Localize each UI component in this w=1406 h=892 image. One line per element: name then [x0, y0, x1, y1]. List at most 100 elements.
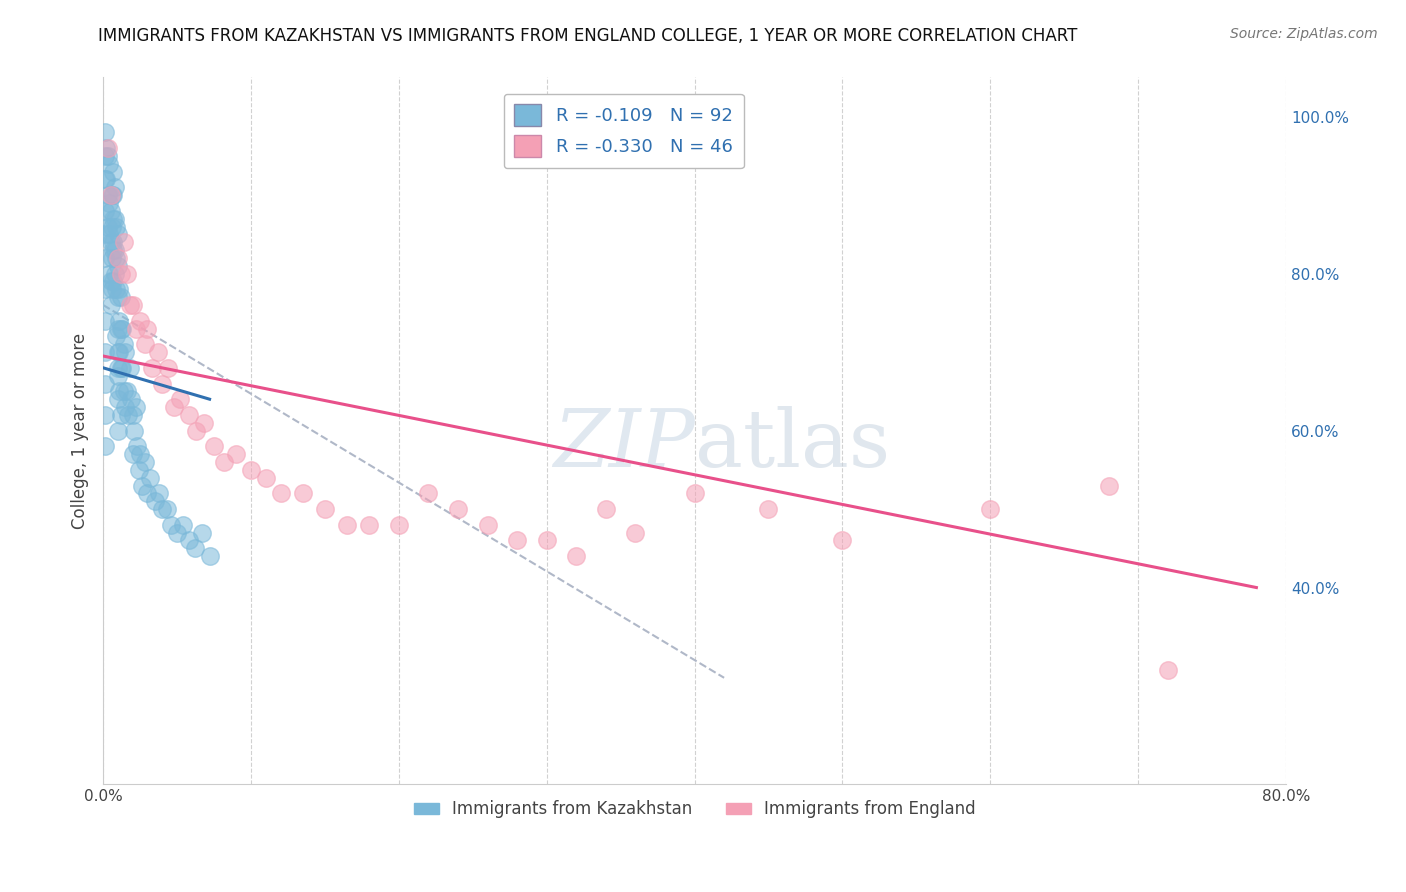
Point — [198, 549, 221, 563]
Point — [94, 141, 117, 155]
Point — [359, 517, 381, 532]
Point — [101, 219, 124, 234]
Point — [98, 227, 121, 242]
Y-axis label: College, 1 year or more: College, 1 year or more — [72, 333, 89, 529]
Point — [114, 345, 136, 359]
Point — [127, 439, 149, 453]
Point — [110, 321, 132, 335]
Point — [111, 360, 134, 375]
Text: IMMIGRANTS FROM KAZAKHSTAN VS IMMIGRANTS FROM ENGLAND COLLEGE, 1 YEAR OR MORE CO: IMMIGRANTS FROM KAZAKHSTAN VS IMMIGRANTS… — [98, 27, 1078, 45]
Point — [98, 157, 121, 171]
Point — [112, 337, 135, 351]
Point — [270, 486, 292, 500]
Point — [104, 180, 127, 194]
Point — [314, 502, 336, 516]
Point — [128, 463, 150, 477]
Point — [129, 314, 152, 328]
Point — [139, 471, 162, 485]
Point — [93, 408, 115, 422]
Point — [388, 517, 411, 532]
Text: Source: ZipAtlas.com: Source: ZipAtlas.com — [1230, 27, 1378, 41]
Point — [291, 486, 314, 500]
Point — [107, 290, 129, 304]
Point — [108, 282, 131, 296]
Point — [148, 486, 170, 500]
Point — [536, 533, 558, 548]
Point — [120, 392, 142, 407]
Point — [105, 219, 128, 234]
Point — [107, 360, 129, 375]
Point — [103, 243, 125, 257]
Point — [101, 282, 124, 296]
Point — [103, 275, 125, 289]
Point — [979, 502, 1001, 516]
Point — [134, 455, 156, 469]
Point — [100, 203, 122, 218]
Point — [121, 408, 143, 422]
Point — [1156, 663, 1178, 677]
Point — [103, 235, 125, 250]
Point — [177, 408, 200, 422]
Point — [110, 267, 132, 281]
Point — [98, 267, 121, 281]
Point — [93, 251, 115, 265]
Point — [105, 329, 128, 343]
Point — [105, 251, 128, 265]
Point — [107, 321, 129, 335]
Point — [108, 384, 131, 399]
Point — [111, 321, 134, 335]
Point — [447, 502, 470, 516]
Point — [107, 259, 129, 273]
Point — [163, 400, 186, 414]
Point — [565, 549, 588, 563]
Point — [115, 384, 138, 399]
Point — [157, 360, 180, 375]
Point — [100, 235, 122, 250]
Point — [100, 298, 122, 312]
Point — [254, 471, 277, 485]
Point — [94, 172, 117, 186]
Point — [136, 486, 159, 500]
Point — [134, 337, 156, 351]
Point — [101, 188, 124, 202]
Point — [93, 376, 115, 391]
Point — [107, 392, 129, 407]
Point — [107, 251, 129, 265]
Point — [108, 314, 131, 328]
Point — [107, 368, 129, 383]
Point — [124, 321, 146, 335]
Point — [240, 463, 263, 477]
Point — [121, 447, 143, 461]
Point — [117, 408, 139, 422]
Point — [103, 164, 125, 178]
Point — [101, 251, 124, 265]
Point — [110, 408, 132, 422]
Point — [93, 172, 115, 186]
Point — [112, 384, 135, 399]
Text: atlas: atlas — [695, 406, 890, 483]
Point — [93, 314, 115, 328]
Point — [166, 525, 188, 540]
Point — [624, 525, 647, 540]
Point — [97, 141, 120, 155]
Point — [129, 447, 152, 461]
Point — [141, 360, 163, 375]
Point — [110, 360, 132, 375]
Point — [118, 360, 141, 375]
Point — [97, 149, 120, 163]
Point — [103, 211, 125, 226]
Point — [100, 275, 122, 289]
Point — [136, 321, 159, 335]
Point — [107, 227, 129, 242]
Point — [104, 211, 127, 226]
Point — [595, 502, 617, 516]
Point — [110, 290, 132, 304]
Point — [107, 424, 129, 438]
Point — [103, 188, 125, 202]
Text: ZIP: ZIP — [553, 406, 695, 483]
Point — [477, 517, 499, 532]
Point — [202, 439, 225, 453]
Point — [124, 400, 146, 414]
Point — [131, 478, 153, 492]
Point — [114, 400, 136, 414]
